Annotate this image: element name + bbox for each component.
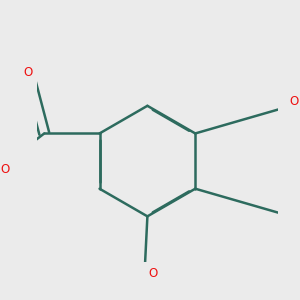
Text: O: O [24,66,33,80]
Text: O: O [148,267,157,280]
Text: O: O [1,163,10,176]
Text: O: O [290,95,298,108]
